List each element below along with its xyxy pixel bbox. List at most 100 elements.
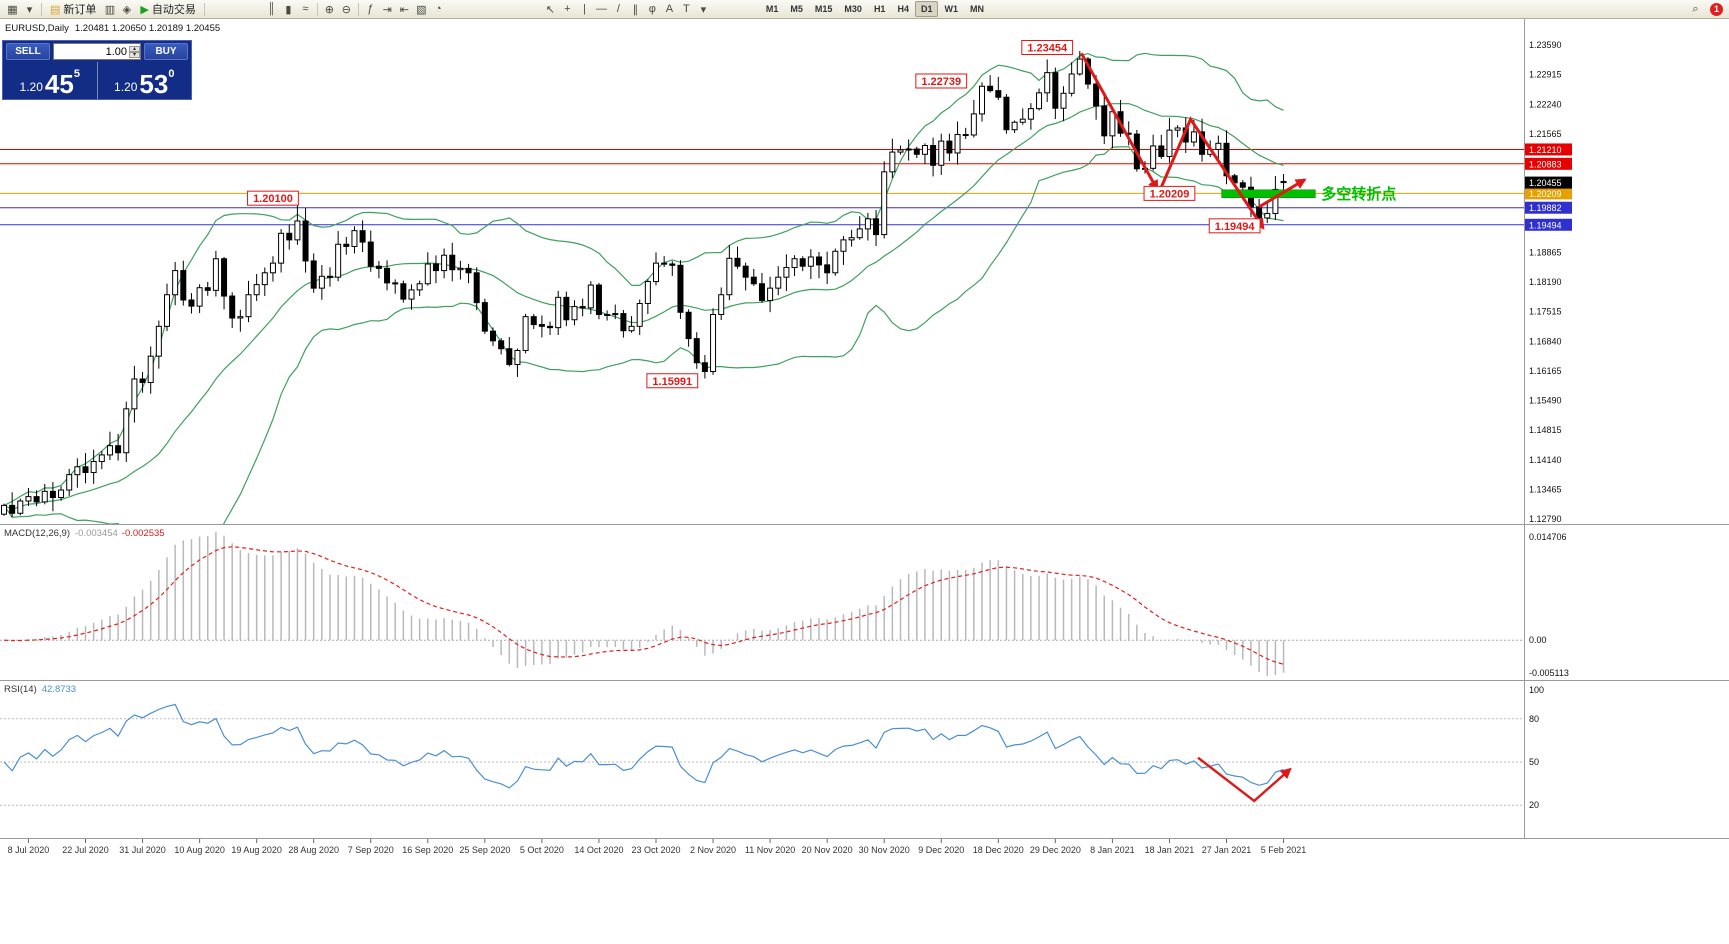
candlestick-icon-glyph: ▮ [285, 3, 292, 16]
toolbar-separator [316, 2, 318, 16]
templates-icon[interactable]: ▧ [413, 2, 430, 17]
timeframe-h1[interactable]: H1 [873, 4, 886, 14]
ask-price[interactable]: 1.20 53 0 [96, 62, 192, 99]
chart-symbol-ohlc: EURUSD,Daily 1.20481 1.20650 1.20189 1.20… [5, 23, 226, 34]
svg-text:-0.005113: -0.005113 [1529, 668, 1569, 678]
svg-text:14 Oct 2020: 14 Oct 2020 [574, 845, 623, 855]
new-order-button[interactable]: ▤ 新订单 [45, 2, 101, 17]
svg-text:1.21565: 1.21565 [1529, 129, 1562, 139]
candlestick-icon[interactable]: ▮ [280, 2, 297, 17]
bar-chart-icon[interactable]: ║ [263, 2, 280, 17]
zoom-out-icon-glyph: ⊖ [341, 3, 351, 16]
horizontal-line-icon[interactable]: — [593, 2, 610, 17]
new-order-button-label: 新订单 [63, 4, 97, 16]
cursor-icon-glyph: ↖ [545, 3, 555, 16]
text-icon[interactable]: A [661, 2, 678, 17]
auto-scroll-icon[interactable]: ⇥ [379, 2, 396, 17]
svg-text:22 Jul 2020: 22 Jul 2020 [62, 845, 109, 855]
macd-indicator-label: MACD(12,26,9) -0.003454 -0.002535 [4, 528, 165, 539]
svg-text:18 Jan 2021: 18 Jan 2021 [1145, 845, 1195, 855]
timeframe-m1[interactable]: M1 [765, 4, 779, 14]
timeframe-m5[interactable]: M5 [790, 4, 803, 14]
timeframe-h4[interactable]: H4 [897, 4, 909, 14]
autotrading-button-glyph: ▶ [140, 3, 149, 16]
svg-text:5 Oct 2020: 5 Oct 2020 [520, 845, 564, 855]
cursor-icon[interactable]: ↖ [542, 2, 559, 17]
shapes-dropdown-icon[interactable]: ▾ [695, 2, 712, 17]
zoom-in-icon[interactable]: ⊕ [321, 2, 338, 17]
svg-text:1.20883: 1.20883 [1529, 159, 1562, 169]
bid-price[interactable]: 1.20 45 5 [3, 62, 97, 99]
timeframe-mn[interactable]: MN [969, 4, 984, 14]
auto-scroll-icon-glyph: ⇥ [382, 3, 392, 16]
sell-button[interactable]: SELL [6, 43, 50, 60]
notification-badge[interactable]: 1 [1710, 2, 1723, 16]
svg-text:1.23590: 1.23590 [1529, 40, 1562, 50]
toolbar-separator [357, 2, 359, 16]
line-chart-icon[interactable]: ≈ [297, 2, 314, 17]
svg-text:1.20100: 1.20100 [253, 193, 293, 205]
svg-text:0.014706: 0.014706 [1529, 532, 1567, 542]
price-axis[interactable]: 1.23590 1.22915 1.22240 1.21565 1.18865 1.181… [1525, 40, 1572, 524]
timeframe-m15[interactable]: M15 [814, 4, 833, 14]
svg-text:1.18190: 1.18190 [1529, 277, 1562, 287]
rsi-value: 42.8733 [41, 684, 77, 695]
clock-icon[interactable]: ◔ [430, 2, 447, 17]
bid-prefix: 1.20 [19, 80, 43, 94]
symbol-title: EURUSD,Daily [5, 23, 69, 34]
line-chart-icon-glyph: ≈ [302, 3, 309, 15]
svg-text:11 Nov 2020: 11 Nov 2020 [745, 845, 795, 855]
shapes-dropdown-icon-glyph: ▾ [700, 3, 707, 16]
svg-text:1.16165: 1.16165 [1529, 366, 1562, 376]
svg-text:0.00: 0.00 [1529, 635, 1547, 645]
label-icon[interactable]: T [678, 2, 695, 17]
autotrading-button[interactable]: ▶ 自动交易 [135, 2, 200, 17]
svg-text:50: 50 [1529, 757, 1539, 767]
indicators-icon-glyph: ƒ [367, 3, 374, 15]
channel-icon-glyph: ∥ [632, 3, 639, 16]
svg-text:19 Aug 2020: 19 Aug 2020 [231, 845, 282, 855]
candles-layer [1, 50, 1287, 518]
svg-text:1.21210: 1.21210 [1529, 145, 1562, 155]
new-chart-dropdown-icon[interactable]: ▾ [21, 2, 38, 17]
time-axis[interactable]: 8 Jul 2020 22 Jul 2020 31 Jul 2020 10 Aug 2… [8, 839, 1307, 855]
navigator-icon[interactable]: ◈ [118, 2, 135, 17]
indicators-icon[interactable]: ƒ [362, 2, 379, 17]
bollinger-bands [3, 52, 1284, 524]
timeframe-w1[interactable]: W1 [944, 4, 958, 14]
market-watch-icon[interactable]: ▥ [101, 2, 118, 17]
new-order-button-glyph: ▤ [50, 3, 61, 16]
svg-text:1.22915: 1.22915 [1529, 70, 1562, 80]
chart-shift-icon-glyph: ⇤ [399, 3, 409, 16]
new-chart-icon-glyph: ▦ [7, 3, 18, 16]
trendline-icon[interactable]: / [610, 2, 627, 17]
timeframe-d1[interactable]: D1 [914, 1, 939, 17]
rsi-name: RSI(14) [4, 684, 37, 695]
svg-text:10 Aug 2020: 10 Aug 2020 [174, 845, 225, 855]
fibonacci-icon[interactable]: φ [644, 2, 661, 17]
channel-icon[interactable]: ∥ [627, 2, 644, 17]
volume-down-icon[interactable]: ▾ [129, 51, 140, 58]
toolbar: ▦ ▾ ▤ 新订单 ▥ ◈ ▶ 自动交易 ║ ▮ ≈ ⊕ ⊖ ƒ ⇥ ⇤ ▧ ◔ ↖ + | — / ∥ φ A T ▾ M1 M5 M15… [0, 0, 1729, 19]
toolbar-separator [41, 2, 42, 16]
svg-text:8 Jul 2020: 8 Jul 2020 [8, 845, 50, 855]
buy-button[interactable]: BUY [144, 43, 188, 60]
volume-input[interactable]: 1.00 ▴ ▾ [53, 43, 141, 60]
volume-up-icon[interactable]: ▴ [129, 45, 140, 52]
svg-text:1.17515: 1.17515 [1529, 307, 1562, 317]
clock-icon-glyph: ◔ [435, 3, 442, 15]
new-chart-icon[interactable]: ▦ [4, 2, 21, 17]
crosshair-icon[interactable]: + [559, 2, 576, 17]
vertical-line-icon[interactable]: | [576, 2, 593, 17]
search-icon[interactable]: ⌕ [1692, 2, 1699, 15]
svg-text:5 Feb 2021: 5 Feb 2021 [1261, 845, 1307, 855]
chart-shift-icon[interactable]: ⇤ [396, 2, 413, 17]
zoom-out-icon[interactable]: ⊖ [338, 2, 355, 17]
templates-icon-glyph: ▧ [416, 3, 427, 16]
svg-text:9 Dec 2020: 9 Dec 2020 [918, 845, 964, 855]
svg-text:7 Sep 2020: 7 Sep 2020 [348, 845, 394, 855]
svg-text:27 Jan 2021: 27 Jan 2021 [1202, 845, 1252, 855]
svg-text:1.19882: 1.19882 [1529, 203, 1562, 213]
timeframe-m30[interactable]: M30 [844, 4, 862, 14]
